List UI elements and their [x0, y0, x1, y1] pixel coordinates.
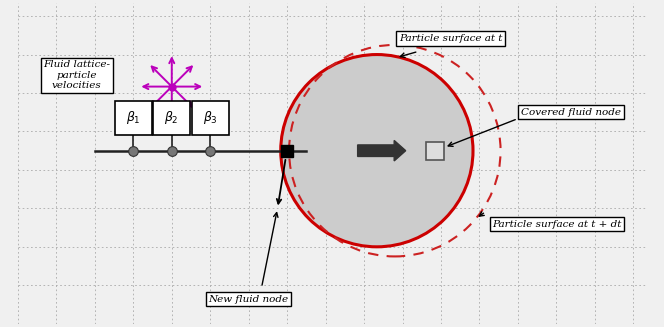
Text: $\mathit{\beta}_1$: $\mathit{\beta}_1$	[126, 110, 141, 127]
Text: New fluid node: New fluid node	[208, 295, 289, 304]
Circle shape	[281, 55, 473, 247]
FancyBboxPatch shape	[115, 101, 152, 135]
FancyBboxPatch shape	[192, 101, 229, 135]
Text: Fluid lattice-
particle
velocities: Fluid lattice- particle velocities	[43, 60, 110, 90]
Text: Particle surface at t: Particle surface at t	[399, 34, 502, 43]
Text: $\mathit{\beta}_2$: $\mathit{\beta}_2$	[165, 110, 179, 127]
FancyBboxPatch shape	[426, 142, 444, 160]
Text: Particle surface at t + dt: Particle surface at t + dt	[492, 220, 622, 229]
FancyArrow shape	[358, 140, 406, 161]
FancyBboxPatch shape	[153, 101, 191, 135]
Text: $\mathit{\beta}_3$: $\mathit{\beta}_3$	[203, 110, 218, 127]
Text: Covered fluid node: Covered fluid node	[521, 108, 621, 117]
